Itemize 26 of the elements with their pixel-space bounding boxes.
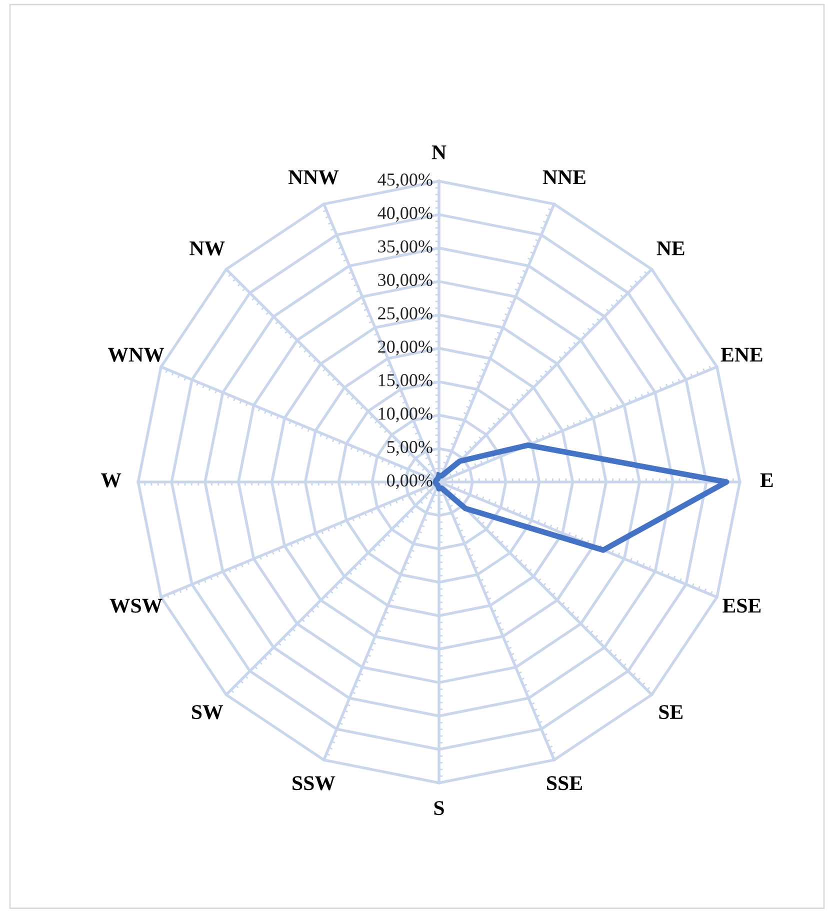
spoke-label: E: [760, 473, 773, 488]
y-tick-label: 10,00%: [378, 407, 432, 422]
y-tick-label: 0,00%: [387, 474, 432, 490]
spoke-label: SE: [659, 705, 683, 720]
y-tick-label: 15,00%: [378, 374, 432, 389]
spoke-label: SSW: [292, 776, 336, 790]
spoke-label: S: [434, 801, 444, 816]
spoke-label: NNW: [288, 170, 339, 184]
spoke-label: W: [100, 473, 122, 488]
y-tick-label: 5,00%: [387, 440, 432, 456]
y-tick-label: 20,00%: [378, 340, 432, 356]
spoke-label: NW: [190, 242, 225, 256]
y-tick-label: 25,00%: [378, 307, 432, 322]
spoke-label: WNW: [108, 348, 164, 362]
y-tick-label: 45,00%: [378, 174, 432, 188]
y-tick-label: 40,00%: [378, 206, 432, 222]
spoke-label: NE: [656, 242, 684, 256]
spoke-label: N: [432, 145, 446, 160]
spoke-label: ESE: [722, 598, 761, 613]
spoke-label: SW: [192, 705, 224, 720]
spoke-label: ENE: [720, 348, 762, 362]
spoke-label: NNE: [542, 170, 586, 184]
y-tick-label: 35,00%: [378, 240, 432, 256]
spoke-label: SSE: [547, 776, 582, 790]
y-tick-label: 30,00%: [378, 274, 432, 289]
spoke-label: WSW: [110, 598, 162, 613]
